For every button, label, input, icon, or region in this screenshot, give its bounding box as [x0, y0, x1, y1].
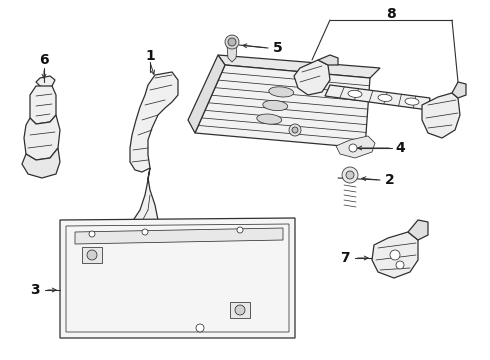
- Polygon shape: [422, 93, 460, 138]
- Circle shape: [342, 167, 358, 183]
- Circle shape: [196, 324, 204, 332]
- Polygon shape: [22, 148, 60, 178]
- Polygon shape: [108, 235, 165, 280]
- Polygon shape: [325, 85, 430, 110]
- Polygon shape: [60, 218, 295, 338]
- Circle shape: [89, 231, 95, 237]
- Polygon shape: [130, 72, 178, 172]
- Text: 8: 8: [386, 7, 396, 21]
- Ellipse shape: [257, 114, 282, 124]
- Circle shape: [142, 229, 148, 235]
- Circle shape: [396, 261, 404, 269]
- Polygon shape: [75, 228, 283, 244]
- Ellipse shape: [269, 87, 294, 97]
- Polygon shape: [318, 55, 338, 65]
- Text: 6: 6: [39, 53, 49, 67]
- Ellipse shape: [263, 100, 288, 111]
- Polygon shape: [188, 55, 225, 133]
- Polygon shape: [230, 302, 250, 318]
- Circle shape: [346, 171, 354, 179]
- Text: 5: 5: [273, 41, 283, 55]
- Ellipse shape: [405, 98, 419, 105]
- Circle shape: [349, 144, 357, 152]
- Polygon shape: [294, 60, 330, 95]
- Polygon shape: [336, 136, 375, 158]
- Polygon shape: [82, 247, 102, 263]
- Text: 4: 4: [395, 141, 405, 155]
- Polygon shape: [372, 232, 418, 278]
- Polygon shape: [218, 55, 380, 78]
- Polygon shape: [24, 115, 60, 160]
- Polygon shape: [30, 86, 56, 124]
- Text: 3: 3: [30, 283, 40, 297]
- Polygon shape: [452, 82, 466, 98]
- Circle shape: [237, 227, 243, 233]
- Text: 2: 2: [385, 173, 395, 187]
- Circle shape: [228, 38, 236, 46]
- Polygon shape: [108, 168, 158, 267]
- Text: 7: 7: [340, 251, 350, 265]
- Polygon shape: [36, 76, 55, 88]
- Ellipse shape: [348, 90, 362, 98]
- Text: 1: 1: [145, 49, 155, 63]
- Polygon shape: [195, 65, 370, 148]
- Circle shape: [292, 127, 298, 133]
- Polygon shape: [408, 220, 428, 240]
- Ellipse shape: [378, 94, 392, 102]
- Circle shape: [225, 35, 239, 49]
- Polygon shape: [227, 45, 237, 62]
- Circle shape: [289, 124, 301, 136]
- Circle shape: [87, 250, 97, 260]
- Circle shape: [390, 250, 400, 260]
- Circle shape: [235, 305, 245, 315]
